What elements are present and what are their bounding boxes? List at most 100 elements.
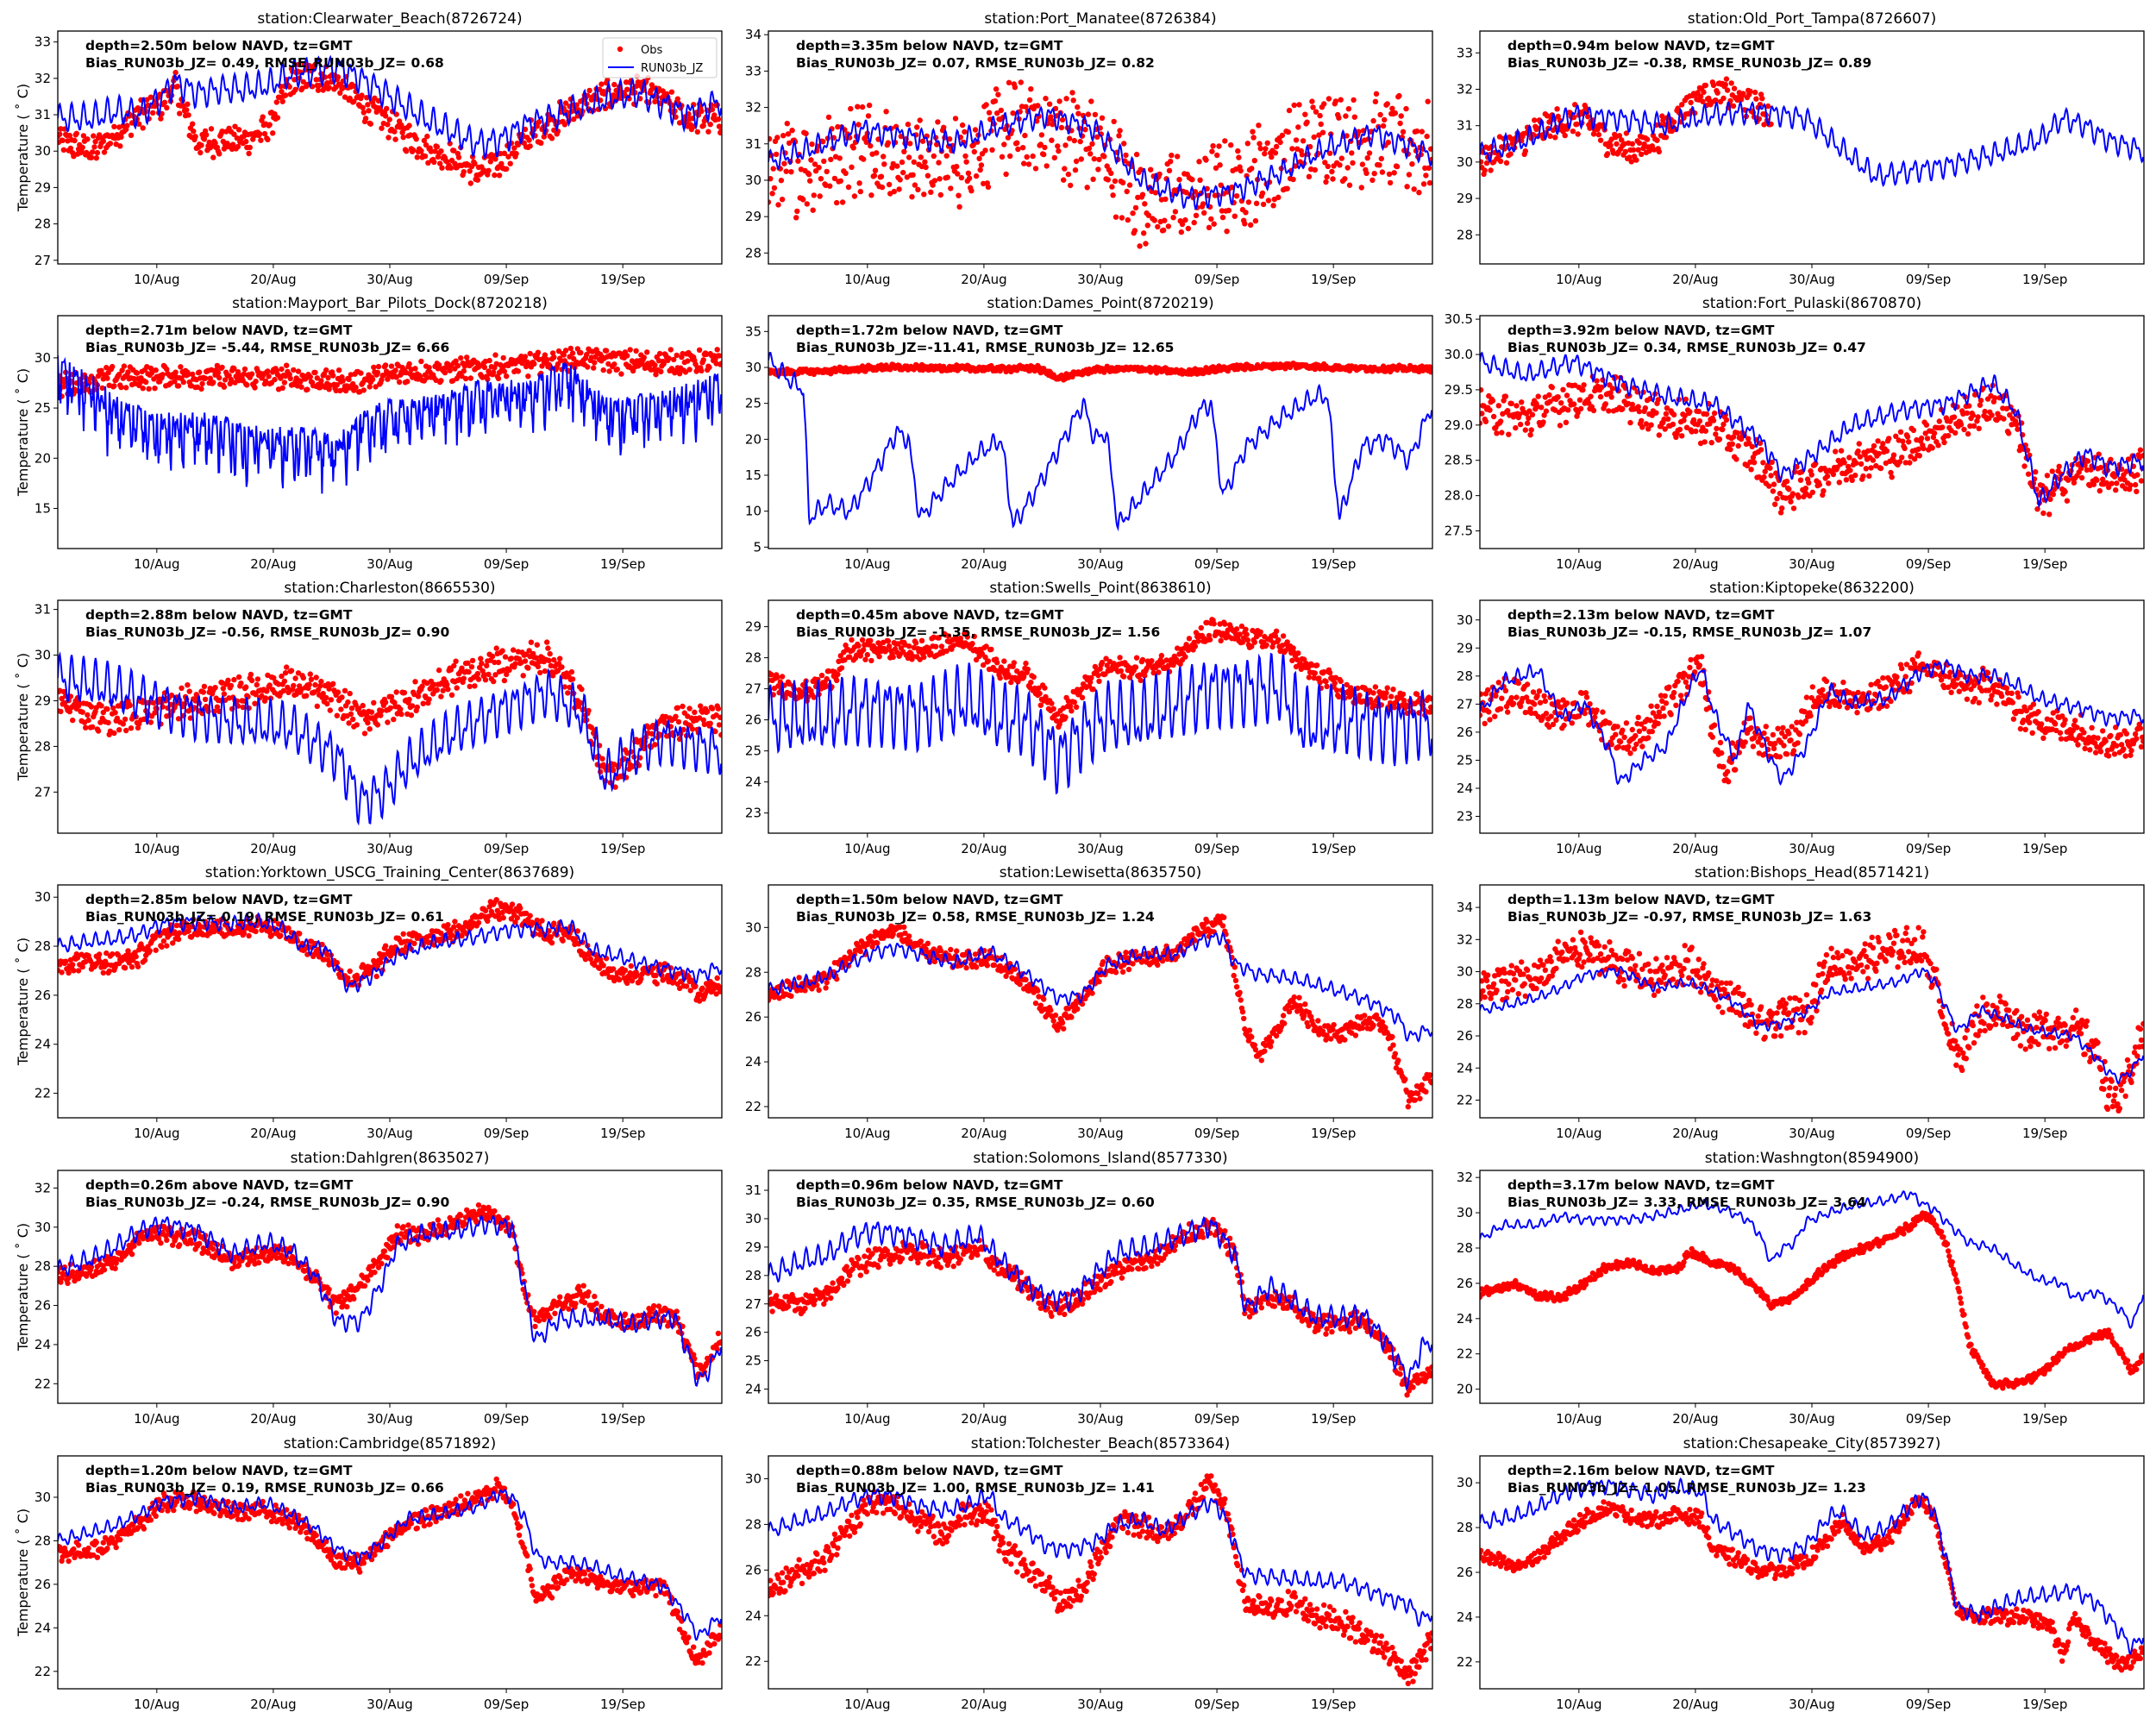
obs-point (768, 199, 772, 205)
model-line (58, 651, 722, 826)
obs-point (1529, 411, 1536, 417)
depth-annotation: depth=2.88m below NAVD, tz=GMT (85, 607, 353, 623)
obs-point (369, 376, 376, 383)
obs-point (1232, 213, 1238, 219)
obs-point (88, 704, 95, 710)
y-tick-label: 28.0 (1445, 488, 1473, 504)
obs-point (273, 99, 279, 105)
obs-point (364, 95, 370, 101)
obs-point (1480, 411, 1485, 417)
obs-point (1555, 394, 1561, 400)
obs-point (1702, 82, 1709, 89)
obs-point (489, 653, 496, 660)
obs-point (774, 151, 780, 158)
obs-point (2044, 473, 2051, 479)
obs-point (174, 84, 181, 90)
obs-point (323, 694, 329, 701)
obs-point (1897, 429, 1904, 435)
obs-point (164, 366, 170, 373)
obs-point (1069, 90, 1075, 96)
obs-point (1203, 157, 1209, 163)
obs-point (1703, 411, 1710, 417)
obs-point (107, 141, 114, 147)
obs-point (838, 665, 845, 671)
obs-point (658, 368, 664, 375)
obs-point (528, 639, 535, 645)
obs-point (265, 136, 271, 142)
obs-point (1165, 223, 1172, 229)
obs-point (644, 349, 650, 355)
obs-point (834, 199, 840, 206)
obs-point (272, 376, 278, 383)
obs-point (1497, 158, 1504, 165)
obs-point (438, 148, 444, 154)
obs-point (1175, 154, 1181, 160)
obs-point (1078, 686, 1085, 693)
obs-point (118, 134, 124, 140)
obs-point (1816, 481, 1822, 488)
obs-point (453, 658, 459, 664)
obs-point (436, 667, 442, 674)
obs-point (1094, 134, 1100, 140)
obs-point (1336, 115, 1342, 121)
obs-point (624, 86, 630, 92)
obs-point (943, 153, 950, 159)
obs-point (865, 113, 872, 119)
obs-point (1915, 446, 1921, 452)
obs-point (1627, 419, 1633, 426)
obs-point (971, 633, 978, 640)
obs-point (1772, 501, 1778, 507)
obs-series (1480, 76, 1774, 178)
obs-point (254, 676, 261, 682)
obs-point (1670, 411, 1677, 418)
y-tick-label: 31 (34, 107, 51, 122)
obs-point (546, 657, 552, 663)
obs-point (1296, 102, 1302, 108)
obs-point (1363, 170, 1369, 176)
obs-point (388, 693, 395, 699)
x-tick-label: 19/Sep (600, 841, 645, 856)
obs-point (911, 159, 918, 166)
obs-point (1211, 621, 1217, 627)
obs-point (1228, 142, 1234, 148)
obs-point (235, 127, 242, 133)
obs-point (709, 106, 716, 113)
obs-point (1318, 121, 1324, 128)
obs-point (1163, 196, 1169, 203)
obs-point (1376, 162, 1382, 168)
obs-point (1166, 167, 1173, 173)
obs-point (438, 378, 444, 384)
obs-point (134, 370, 141, 376)
obs-point (601, 91, 607, 97)
x-tick-label: 20/Aug (250, 272, 296, 287)
obs-point (1290, 176, 1296, 183)
obs-point (1213, 165, 1219, 171)
obs-point (1635, 404, 1641, 410)
obs-point (1924, 436, 1931, 442)
obs-point (1524, 420, 1531, 426)
obs-point (1923, 422, 1930, 428)
obs-point (1570, 401, 1577, 407)
obs-point (1420, 181, 1427, 187)
y-tick-label: 30 (745, 360, 761, 375)
obs-point (495, 659, 502, 666)
obs-point (1794, 464, 1800, 470)
obs-point (1186, 636, 1193, 642)
obs-point (501, 368, 508, 374)
stats-annotation: Bias_RUN03b_JZ= -0.38, RMSE_RUN03b_JZ= 0… (1507, 55, 1871, 71)
obs-point (185, 101, 191, 108)
obs-point (958, 174, 965, 181)
obs-point (2058, 471, 2065, 477)
obs-point (605, 77, 611, 84)
obs-point (1065, 698, 1072, 705)
obs-point (849, 164, 855, 170)
obs-point (525, 373, 531, 380)
obs-point (2138, 478, 2144, 484)
obs-point (886, 181, 893, 188)
obs-point (73, 130, 80, 136)
obs-point (712, 728, 718, 735)
obs-point (709, 706, 716, 712)
obs-point (1219, 214, 1226, 221)
obs-point (538, 140, 544, 146)
obs-point (934, 141, 940, 147)
